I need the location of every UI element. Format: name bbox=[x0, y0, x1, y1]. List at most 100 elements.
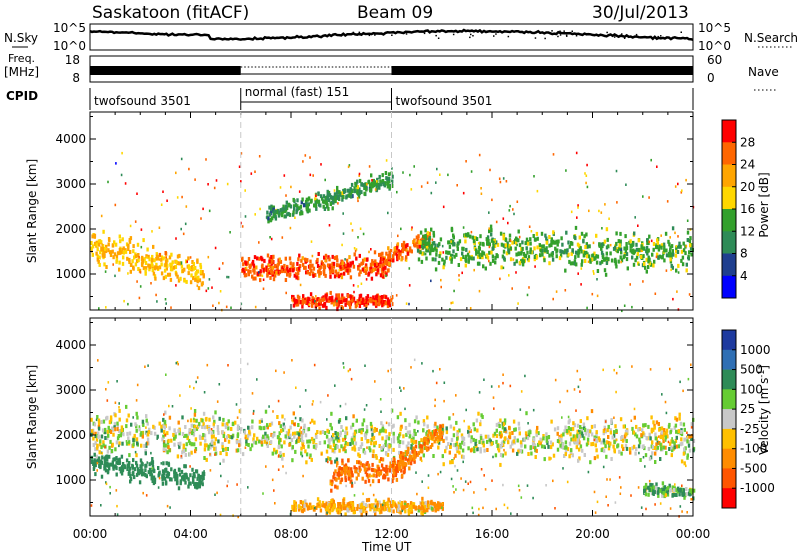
range-cell bbox=[649, 436, 652, 441]
range-cell bbox=[527, 433, 531, 438]
range-cell bbox=[226, 275, 228, 279]
range-cell bbox=[484, 266, 487, 271]
range-cell bbox=[205, 158, 207, 161]
range-cell bbox=[290, 438, 294, 442]
range-cell bbox=[360, 442, 364, 447]
range-cell bbox=[157, 466, 160, 470]
range-cell bbox=[458, 274, 460, 277]
range-cell bbox=[157, 486, 160, 489]
range-cell bbox=[548, 243, 551, 248]
range-cell bbox=[341, 191, 344, 196]
range-cell bbox=[485, 237, 488, 242]
range-cell bbox=[672, 252, 675, 257]
range-cell bbox=[422, 428, 425, 433]
range-cell bbox=[317, 202, 320, 207]
range-cell bbox=[439, 173, 441, 176]
range-cell bbox=[165, 302, 167, 305]
freq-left-tick-top: 18 bbox=[65, 53, 80, 67]
range-cell bbox=[336, 508, 339, 513]
range-cell bbox=[256, 272, 260, 276]
range-cell bbox=[145, 414, 148, 419]
range-cell bbox=[577, 206, 579, 209]
range-cell bbox=[463, 419, 465, 423]
range-cell bbox=[269, 422, 272, 427]
range-cell bbox=[524, 444, 527, 449]
range-cell bbox=[376, 500, 379, 505]
range-cell bbox=[412, 435, 415, 440]
range-cell bbox=[337, 271, 340, 276]
range-cell bbox=[331, 448, 335, 453]
range-cell bbox=[378, 471, 381, 476]
range-cell bbox=[185, 442, 188, 447]
range-cell bbox=[424, 228, 427, 233]
range-cell bbox=[182, 443, 185, 448]
range-cell bbox=[347, 301, 351, 306]
range-cell bbox=[314, 432, 318, 437]
range-cell bbox=[472, 239, 476, 244]
range-cell bbox=[120, 250, 123, 254]
range-cell bbox=[584, 259, 587, 263]
range-cell bbox=[350, 438, 354, 443]
range-cell bbox=[426, 433, 429, 438]
range-cell bbox=[330, 437, 333, 442]
range-cell bbox=[600, 448, 603, 453]
range-cell bbox=[630, 419, 633, 422]
range-cell bbox=[577, 204, 579, 207]
range-cell bbox=[348, 164, 351, 167]
range-cell bbox=[644, 423, 647, 428]
range-cell bbox=[519, 251, 523, 256]
range-cell bbox=[356, 196, 359, 200]
range-cell bbox=[462, 255, 465, 259]
range-cell bbox=[107, 433, 110, 438]
range-cell bbox=[408, 430, 412, 435]
range-cell bbox=[344, 402, 347, 406]
range-cell bbox=[413, 428, 416, 433]
range-cell bbox=[685, 492, 688, 496]
range-cell bbox=[624, 234, 627, 239]
range-cell bbox=[469, 234, 472, 239]
range-cell bbox=[586, 428, 590, 433]
range-cell bbox=[186, 260, 188, 263]
range-cell bbox=[296, 302, 300, 307]
range-cell bbox=[109, 492, 111, 495]
range-cell bbox=[97, 421, 101, 426]
range-cell bbox=[142, 266, 146, 271]
range-cell bbox=[592, 270, 595, 273]
range-cell bbox=[685, 437, 688, 442]
range-cell bbox=[481, 250, 484, 255]
range-cell bbox=[260, 426, 263, 431]
range-cell bbox=[253, 265, 256, 270]
range-cell bbox=[176, 454, 180, 459]
range-cell bbox=[379, 179, 382, 184]
range-cell bbox=[207, 255, 210, 259]
range-cell bbox=[285, 291, 287, 295]
range-cell bbox=[681, 262, 685, 267]
range-cell bbox=[490, 232, 493, 237]
range-cell bbox=[609, 478, 611, 481]
range-cell bbox=[642, 423, 645, 428]
range-cell bbox=[475, 237, 479, 241]
range-cell bbox=[580, 283, 582, 286]
range-cell bbox=[339, 480, 342, 485]
range-cell bbox=[164, 448, 168, 453]
range-cell bbox=[335, 477, 338, 482]
range-cell bbox=[334, 199, 337, 204]
range-cell bbox=[108, 420, 112, 425]
range-cell bbox=[219, 462, 221, 465]
range-cell bbox=[406, 243, 409, 248]
range-cell bbox=[524, 374, 526, 378]
range-cell bbox=[394, 468, 397, 473]
range-cell bbox=[676, 250, 680, 254]
range-cell bbox=[301, 504, 305, 508]
range-cell bbox=[678, 412, 681, 417]
range-cell bbox=[355, 256, 358, 261]
range-cell bbox=[576, 216, 578, 219]
range-cell bbox=[478, 246, 481, 251]
range-cell bbox=[657, 422, 660, 426]
range-cell bbox=[610, 418, 613, 423]
range-cell bbox=[144, 468, 147, 473]
range-cell bbox=[559, 443, 562, 448]
range-cell bbox=[322, 200, 324, 204]
range-cell bbox=[420, 240, 424, 245]
noise-dot bbox=[534, 37, 537, 39]
